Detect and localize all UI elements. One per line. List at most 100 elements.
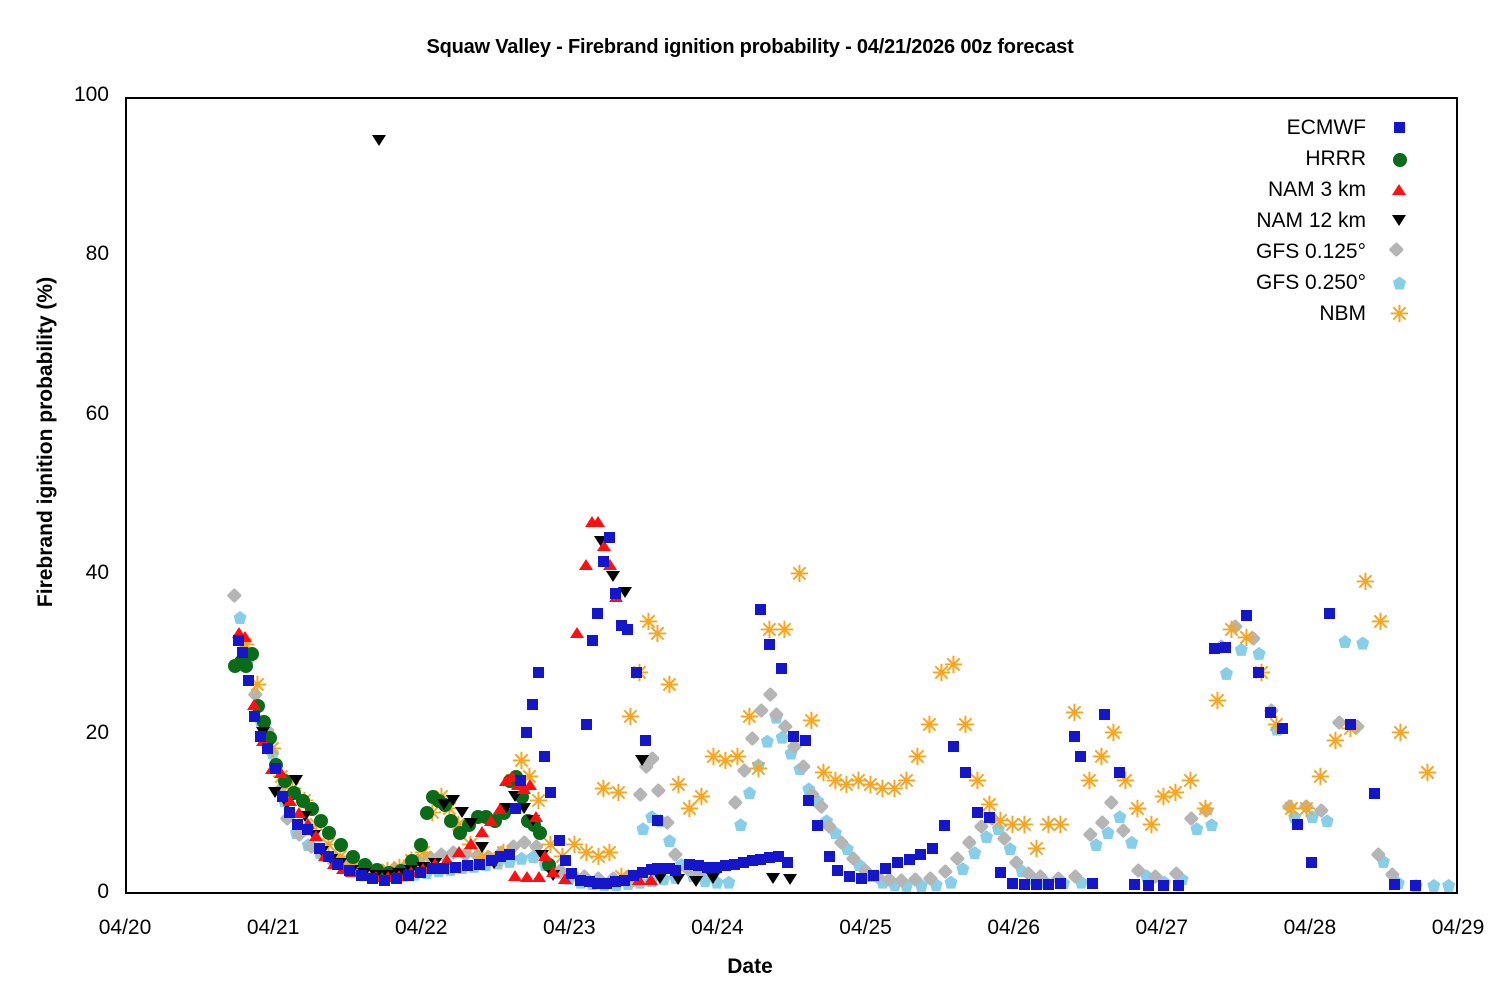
x-tick-label: 04/21 [246, 916, 300, 939]
legend-swatch-asterisk-icon [1388, 303, 1410, 325]
x-tick-label: 04/22 [394, 916, 448, 939]
legend-item-nam-3-km[interactable]: NAM 3 km [1195, 174, 1410, 205]
data-point-asterisk [669, 775, 688, 794]
data-point-square [645, 864, 657, 876]
data-point-asterisk [897, 771, 916, 790]
legend-item-nbm[interactable]: NBM [1195, 298, 1410, 329]
data-point-square [799, 735, 811, 747]
data-point-square [232, 635, 244, 647]
data-point-asterisk [1371, 612, 1390, 631]
data-point-square [856, 872, 868, 884]
data-point-square [610, 876, 622, 888]
data-point-triangle-down [516, 802, 531, 814]
data-point-asterisk [648, 624, 667, 643]
data-point-square [426, 863, 438, 875]
data-point-triangle-down [688, 875, 703, 887]
data-point-square [764, 639, 776, 651]
data-point-asterisk [944, 655, 963, 674]
data-point-diamond [1103, 794, 1119, 810]
data-point-asterisk [660, 675, 679, 694]
data-point-square [832, 864, 844, 876]
x-tick-label: 04/23 [543, 916, 596, 939]
data-point-circle [334, 838, 349, 853]
data-point-square [269, 762, 281, 774]
legend-label: HRRR [1305, 146, 1366, 170]
data-point-asterisk [1092, 747, 1111, 766]
legend-label: ECMWF [1286, 115, 1366, 139]
data-point-circle [313, 814, 328, 829]
data-point-triangle-up [493, 802, 508, 814]
data-point-square [414, 866, 426, 878]
data-point-square [631, 667, 642, 679]
data-point-triangle-up [238, 631, 253, 643]
data-point-square [773, 850, 785, 862]
y-tick [125, 257, 127, 259]
data-point-square [1128, 879, 1140, 891]
data-point-square [1042, 878, 1054, 890]
data-point-asterisk [802, 711, 821, 730]
data-point-circle [322, 826, 337, 841]
data-point-asterisk [920, 715, 939, 734]
data-point-asterisk [1166, 783, 1185, 802]
data-point-square [728, 858, 740, 870]
x-tick-label: 04/27 [1135, 916, 1189, 939]
data-point-asterisk [740, 707, 759, 726]
data-point-asterisk [1282, 799, 1301, 818]
legend-marker-icon [1391, 214, 1406, 226]
data-point-asterisk [692, 787, 711, 806]
data-point-asterisk [594, 779, 613, 798]
data-point-square [616, 619, 628, 631]
data-point-triangle-up [579, 559, 594, 571]
legend-item-hrrr[interactable]: HRRR [1195, 143, 1410, 174]
legend-item-gfs-0-250[interactable]: GFS 0.250° [1195, 267, 1410, 298]
data-point-asterisk [760, 620, 779, 639]
data-point-diamond [745, 730, 761, 746]
data-point-square [565, 868, 577, 880]
data-point-circle [346, 850, 361, 865]
data-point-square [1276, 723, 1288, 735]
data-point-square [1069, 731, 1081, 743]
data-point-square [1173, 880, 1185, 892]
data-point-square [959, 766, 971, 778]
data-point-circle [532, 826, 547, 841]
data-point-square [355, 869, 367, 881]
legend-item-nam-12-km[interactable]: NAM 12 km [1195, 205, 1410, 236]
data-point-pentagon [1305, 810, 1319, 824]
data-point-circle [405, 854, 420, 869]
data-point-triangle-up [439, 854, 454, 866]
legend-item-ecmwf[interactable]: ECMWF [1195, 112, 1410, 143]
data-point-square [343, 864, 355, 876]
data-point-triangle-down [765, 872, 780, 884]
legend-marker-icon [1393, 152, 1407, 167]
data-point-square [553, 834, 565, 846]
data-point-square [601, 877, 613, 889]
data-point-triangle-up [504, 770, 519, 782]
data-point-square [746, 855, 758, 867]
data-point-square [693, 860, 705, 872]
legend-swatch-circle-icon [1388, 148, 1410, 170]
y-tick-label: 20 [85, 720, 109, 744]
data-point-square [438, 863, 450, 875]
data-point-triangle-up [273, 766, 288, 778]
data-point-square [515, 774, 527, 786]
data-point-square [462, 860, 474, 872]
data-point-asterisk [1196, 799, 1215, 818]
data-point-square [580, 719, 592, 731]
data-point-square [248, 711, 260, 723]
legend-label: GFS 0.125° [1256, 239, 1366, 263]
data-point-square [823, 850, 835, 862]
y-tick [125, 417, 127, 419]
legend-item-gfs-0-125[interactable]: GFS 0.125° [1195, 236, 1410, 267]
data-point-square [879, 863, 891, 875]
data-point-square [702, 861, 714, 873]
data-point-triangle-up [291, 806, 306, 818]
legend-label: NAM 3 km [1267, 177, 1366, 201]
data-point-triangle-up [309, 830, 324, 842]
x-tick-label: 04/28 [1283, 916, 1337, 939]
data-point-square [391, 872, 403, 884]
data-point-pentagon [1219, 666, 1233, 680]
data-point-asterisk [1128, 799, 1147, 818]
legend-swatch-pentagon-icon [1388, 272, 1410, 294]
data-point-square [1220, 641, 1232, 653]
